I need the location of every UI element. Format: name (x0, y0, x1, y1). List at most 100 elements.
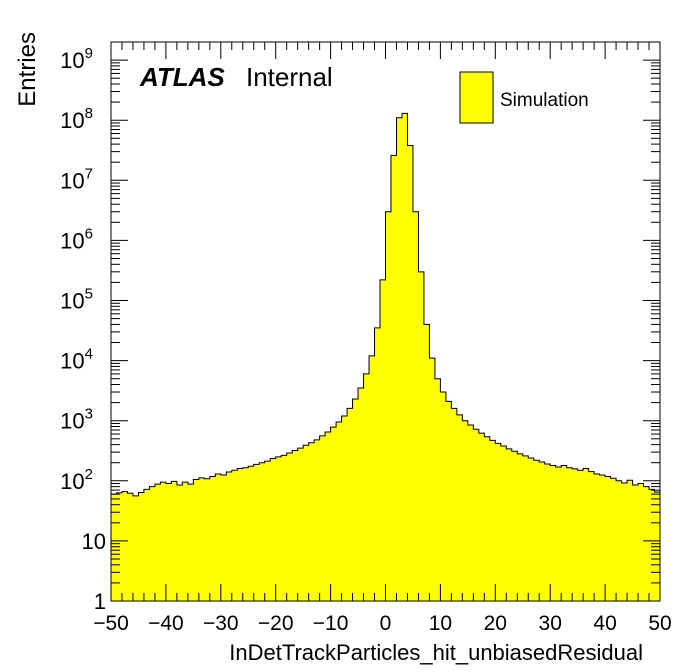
histogram-bin (369, 355, 375, 601)
y-tick-label: 109 (60, 45, 93, 73)
histogram-bin (511, 451, 518, 601)
x-tick-label: −50 (93, 612, 129, 635)
histogram-bin (127, 493, 134, 601)
x-tick-label: −20 (258, 612, 294, 635)
x-axis-ticks (110, 42, 661, 601)
x-axis-label: InDetTrackParticles_hit_unbiasedResidual (229, 640, 643, 665)
histogram-bin (111, 494, 117, 601)
histogram-bin (198, 477, 205, 601)
histogram-bin (528, 457, 535, 601)
histogram-bin (336, 422, 342, 601)
histogram-bin (363, 373, 370, 601)
histogram-bin (522, 455, 529, 601)
histogram-bin (610, 478, 617, 601)
histogram-bin (495, 443, 502, 601)
histogram-bin (385, 211, 392, 602)
histogram-bin (555, 466, 562, 601)
histogram-bin (401, 113, 408, 601)
atlas-label: ATLAS (139, 62, 225, 92)
y-axis-tick-labels: 1 10 102 103 104 105 106 107 108 109 (60, 45, 106, 614)
internal-label: Internal (246, 62, 333, 92)
histogram-bin (605, 476, 611, 601)
histogram-bin (506, 448, 513, 601)
histogram-bin (121, 491, 128, 601)
atlas-annotation: ATLAS Internal (139, 62, 333, 92)
histogram-bin (358, 387, 364, 601)
histogram-bin (264, 461, 271, 601)
histogram-bin (242, 467, 249, 601)
y-tick-label: 107 (60, 165, 93, 193)
histogram-bin (500, 445, 507, 601)
histogram-bin (456, 414, 463, 601)
histogram-bin (445, 401, 452, 601)
histogram-bin (643, 486, 650, 601)
histogram-bin (138, 492, 145, 601)
histogram-bin (594, 473, 601, 601)
histogram-bin (176, 485, 183, 601)
svg-text:ATLAS Internal: ATLAS Internal (139, 62, 333, 92)
histogram-bin (550, 465, 557, 601)
histogram-bin (561, 465, 568, 601)
histogram-bin (566, 467, 573, 601)
histogram-bin (237, 468, 244, 601)
y-tick-label: 103 (60, 406, 93, 434)
histogram-outline (110, 112, 661, 601)
histogram-bin (423, 324, 430, 601)
histogram-bin (533, 460, 540, 601)
y-axis-ticks (111, 41, 660, 602)
histogram-bin (231, 470, 238, 601)
histogram-bin (418, 271, 425, 601)
x-tick-label: 0 (380, 612, 392, 635)
histogram-bin (478, 433, 485, 601)
histogram-bin (451, 408, 458, 601)
histogram-bin (215, 473, 222, 601)
histogram-bin (270, 458, 277, 601)
histogram-bin (319, 435, 326, 601)
histogram-bars (110, 112, 661, 602)
histogram-bin (165, 483, 172, 601)
histogram-bin (281, 455, 288, 601)
histogram-bin (314, 439, 321, 601)
histogram-bin (204, 478, 211, 601)
histogram-bin (396, 117, 403, 602)
y-tick-label: 10 (82, 529, 106, 554)
x-tick-label: 20 (484, 612, 507, 635)
histogram-bin (286, 453, 293, 601)
x-axis-tick-labels: −50 −40 −30 −20 −10 0 10 20 30 40 50 (93, 612, 671, 635)
histogram-bin (352, 398, 359, 601)
histogram-bin (193, 479, 200, 601)
x-tick-label: −10 (313, 612, 349, 635)
histogram-bin (473, 429, 480, 601)
histogram-bin (220, 474, 227, 601)
y-tick-label: 108 (60, 105, 93, 133)
histogram-bin (577, 470, 584, 601)
histogram-bin (544, 464, 551, 601)
histogram-bin (489, 440, 496, 601)
x-tick-label: 30 (539, 612, 562, 635)
histogram-bin (616, 480, 622, 601)
histogram-bin (253, 464, 260, 601)
histogram-bin (583, 468, 590, 601)
histogram-bin (226, 472, 233, 601)
histogram-bin (517, 453, 524, 601)
histogram-bin (149, 486, 156, 601)
histogram-bin (434, 378, 441, 601)
histogram-bin (412, 211, 419, 602)
histogram-bin (407, 145, 414, 601)
histogram-bin (308, 442, 315, 601)
y-tick-label: 104 (60, 346, 93, 374)
histogram-bin (632, 485, 639, 601)
histogram-bin (248, 466, 255, 601)
histogram-bin (330, 427, 337, 601)
y-tick-label: 105 (60, 285, 93, 313)
histogram-bin (132, 495, 139, 601)
histogram-bin (621, 482, 628, 601)
histogram-bin (347, 408, 353, 601)
histogram-bin (374, 327, 381, 601)
histogram-bin (209, 476, 216, 601)
histogram-bin (341, 415, 348, 601)
histogram-bin (143, 489, 150, 601)
histogram-bin (572, 468, 579, 601)
histogram-bin (539, 462, 546, 601)
